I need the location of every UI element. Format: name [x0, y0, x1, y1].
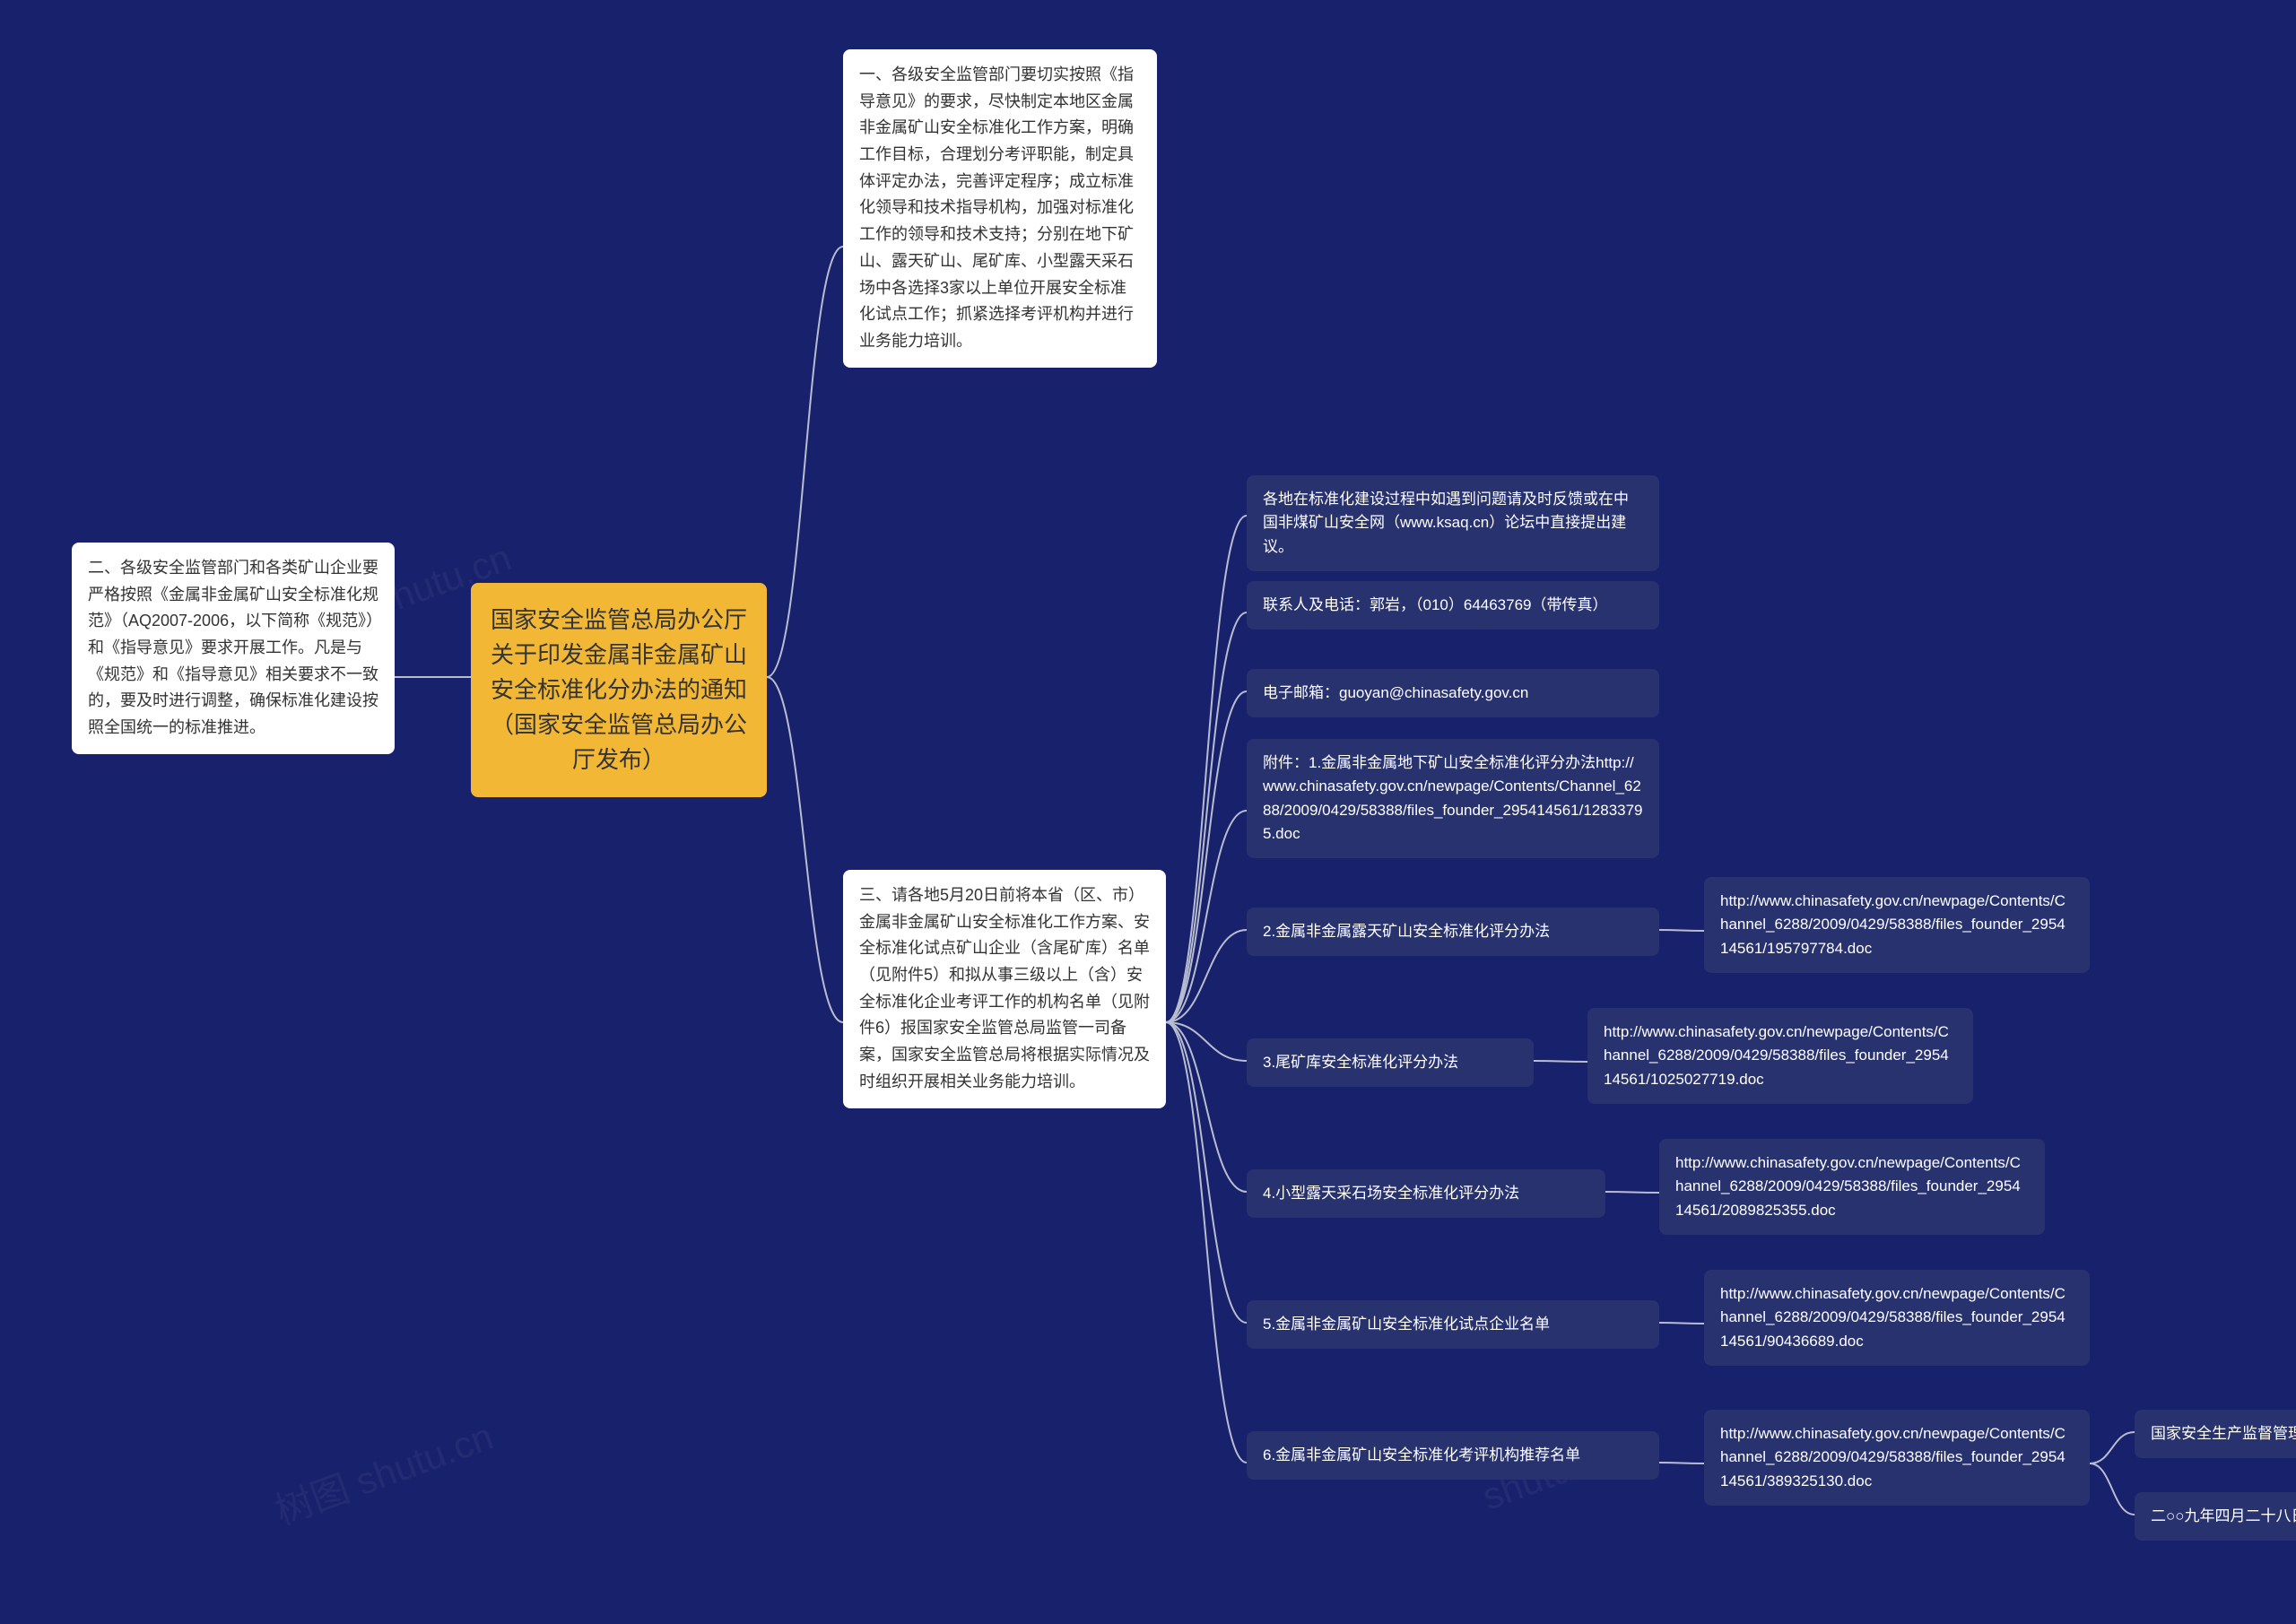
root-node[interactable]: 国家安全监管总局办公厅关于印发金属非金属矿山安全标准化分办法的通知（国家安全监管… [471, 583, 767, 797]
watermark: 树图 shutu.cn [266, 1406, 500, 1535]
url-attachment-3[interactable]: http://www.chinasafety.gov.cn/newpage/Co… [1587, 1008, 1973, 1104]
url-attachment-6[interactable]: http://www.chinasafety.gov.cn/newpage/Co… [1704, 1410, 2090, 1506]
footer-issuer[interactable]: 国家安全生产监督管理总局办公厅 [2135, 1410, 2296, 1458]
sub-attachment-6[interactable]: 6.金属非金属矿山安全标准化考评机构推荐名单 [1247, 1431, 1659, 1480]
branch-3[interactable]: 三、请各地5月20日前将本省（区、市）金属非金属矿山安全标准化工作方案、安全标准… [843, 870, 1166, 1108]
sub-attachment-3[interactable]: 3.尾矿库安全标准化评分办法 [1247, 1038, 1534, 1087]
sub-email[interactable]: 电子邮箱：guoyan@chinasafety.gov.cn [1247, 669, 1659, 717]
footer-date[interactable]: 二○○九年四月二十八日 [2135, 1492, 2296, 1541]
branch-2[interactable]: 二、各级安全监管部门和各类矿山企业要严格按照《金属非金属矿山安全标准化规范》（A… [72, 543, 395, 754]
url-attachment-5[interactable]: http://www.chinasafety.gov.cn/newpage/Co… [1704, 1270, 2090, 1366]
url-attachment-4[interactable]: http://www.chinasafety.gov.cn/newpage/Co… [1659, 1139, 2045, 1235]
sub-attachment-2[interactable]: 2.金属非金属露天矿山安全标准化评分办法 [1247, 908, 1659, 956]
url-attachment-2[interactable]: http://www.chinasafety.gov.cn/newpage/Co… [1704, 877, 2090, 973]
sub-contact[interactable]: 联系人及电话：郭岩，（010）64463769（带传真） [1247, 581, 1659, 630]
sub-attachment-5[interactable]: 5.金属非金属矿山安全标准化试点企业名单 [1247, 1300, 1659, 1349]
branch-1[interactable]: 一、各级安全监管部门要切实按照《指导意见》的要求，尽快制定本地区金属非金属矿山安… [843, 49, 1157, 368]
sub-attachment-4[interactable]: 4.小型露天采石场安全标准化评分办法 [1247, 1169, 1605, 1218]
sub-attachment-1[interactable]: 附件：1.金属非金属地下矿山安全标准化评分办法http://www.chinas… [1247, 739, 1659, 858]
sub-feedback[interactable]: 各地在标准化建设过程中如遇到问题请及时反馈或在中国非煤矿山安全网（www.ksa… [1247, 475, 1659, 571]
